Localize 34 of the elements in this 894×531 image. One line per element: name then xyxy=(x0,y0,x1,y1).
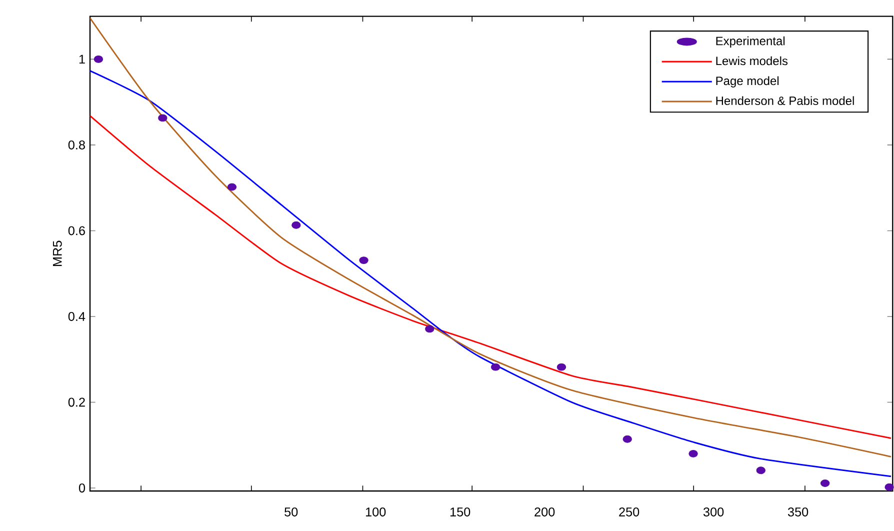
point xyxy=(820,480,830,488)
y-tick-label: 0.6 xyxy=(68,226,85,236)
y-tick-label: 1 xyxy=(79,54,85,64)
x-tick-label: 50 xyxy=(284,507,298,516)
x-tick-label: 150 xyxy=(450,507,470,516)
point xyxy=(884,483,894,491)
point xyxy=(158,114,168,122)
line-series xyxy=(90,17,892,458)
line-series xyxy=(90,115,892,439)
x-tick-label: 350 xyxy=(788,507,808,516)
point xyxy=(556,363,566,371)
point xyxy=(359,256,368,264)
legend-label: Lewis models xyxy=(716,56,788,66)
y-tick-label: 0.4 xyxy=(68,312,86,321)
point xyxy=(94,55,104,63)
point xyxy=(425,325,434,333)
x-tick-label: 200 xyxy=(534,507,555,516)
point xyxy=(292,221,301,229)
point xyxy=(622,435,632,443)
legend-label: Henderson & Pabis model xyxy=(716,96,854,106)
x-tick-label: 300 xyxy=(703,507,724,516)
y-axis-title: MR5 xyxy=(53,240,62,266)
point xyxy=(688,450,698,458)
point xyxy=(227,183,237,191)
y-tick-label: 0 xyxy=(78,484,86,492)
y-tick-label: 0.8 xyxy=(68,140,85,150)
x-tick-label: 100 xyxy=(366,507,386,516)
legend-label: Page model xyxy=(716,76,779,88)
point xyxy=(756,466,766,474)
line-series xyxy=(90,70,892,478)
y-tick-label: 0.2 xyxy=(68,398,85,407)
legend-label: Experimental xyxy=(716,36,785,48)
point xyxy=(490,363,500,371)
x-tick-label: 250 xyxy=(619,507,640,516)
